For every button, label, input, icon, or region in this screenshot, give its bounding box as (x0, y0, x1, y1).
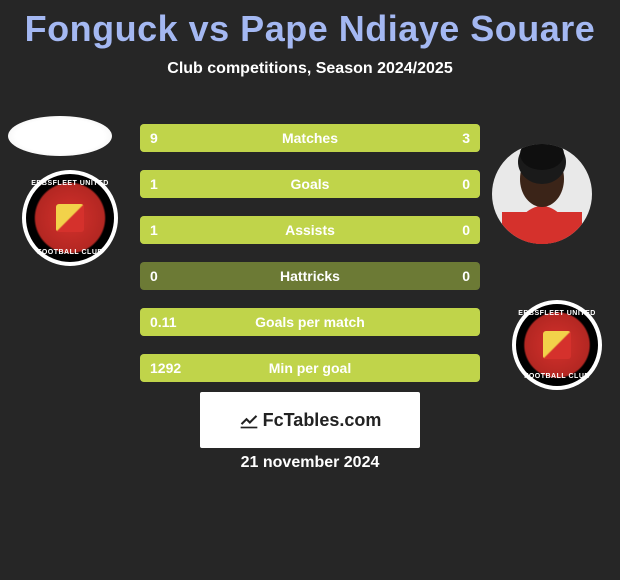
stat-label: Goals (140, 170, 480, 198)
chart-icon (239, 410, 259, 430)
date-text: 21 november 2024 (0, 454, 620, 472)
stat-label: Goals per match (140, 308, 480, 336)
stat-row: 10Assists (140, 216, 480, 244)
watermark: FcTables.com (200, 392, 420, 448)
watermark-text: FcTables.com (263, 410, 382, 431)
stat-label: Min per goal (140, 354, 480, 382)
stat-label: Hattricks (140, 262, 480, 290)
page-title: Fonguck vs Pape Ndiaye Souare (0, 0, 620, 50)
stat-label: Assists (140, 216, 480, 244)
stat-row: 10Goals (140, 170, 480, 198)
stat-label: Matches (140, 124, 480, 152)
page-subtitle: Club competitions, Season 2024/2025 (0, 60, 620, 78)
badge-right-top-text: EBBSFLEET UNITED (516, 310, 598, 317)
badge-left-bottom-text: FOOTBALL CLUB (26, 249, 114, 256)
club-badge-right: EBBSFLEET UNITED FOOTBALL CLUB (512, 300, 602, 390)
club-badge-left: EBBSFLEET UNITED FOOTBALL CLUB (22, 170, 118, 266)
badge-right-bottom-text: FOOTBALL CLUB (516, 373, 598, 380)
stat-row: 0.11Goals per match (140, 308, 480, 336)
stat-row: 1292Min per goal (140, 354, 480, 382)
stat-row: 93Matches (140, 124, 480, 152)
player-right-avatar (492, 124, 592, 264)
stats-table: 93Matches 10Goals 10Assists 00Hattricks 0.11… (140, 124, 480, 400)
stat-row: 00Hattricks (140, 262, 480, 290)
badge-left-top-text: EBBSFLEET UNITED (26, 180, 114, 187)
player-left-avatar (8, 116, 112, 156)
